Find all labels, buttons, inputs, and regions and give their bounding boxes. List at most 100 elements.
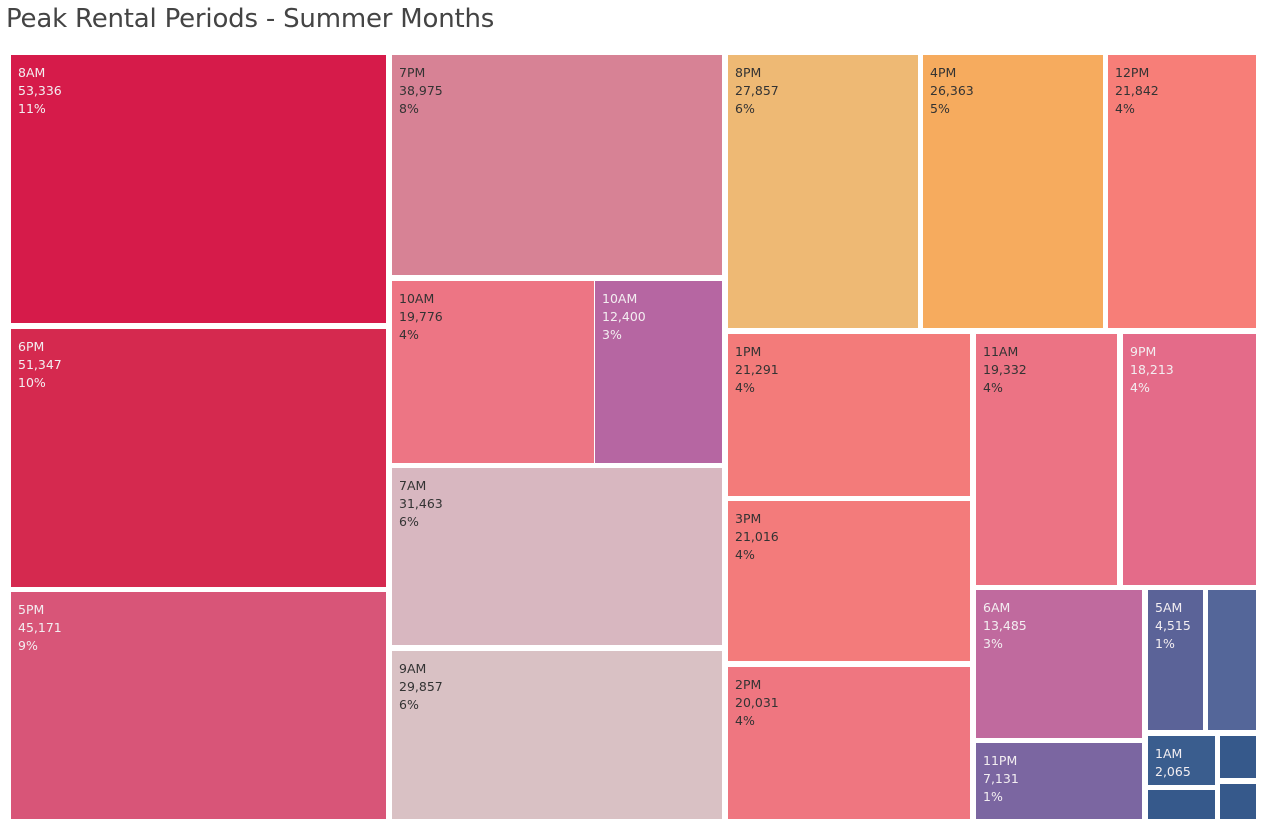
tile-percent-label: 6% [399,514,419,529]
tile-value-label: 51,347 [18,357,62,372]
treemap-tile-10am[interactable]: 10AM 19,776 4% [392,281,594,463]
tile-value-label: 19,776 [399,309,443,324]
tile-percent-label: 10% [18,375,46,390]
tile-hour-label: 11AM [983,344,1019,359]
tile-hour-label: 9PM [1130,344,1157,359]
tile-label-group: 7AM 31,463 6% [399,477,443,531]
tile-label-group: 11AM 19,332 4% [983,343,1027,397]
tile-value-label: 2,065 [1155,764,1191,779]
tile-value-label: 21,291 [735,362,779,377]
tile-hour-label: 1AM [1155,746,1183,761]
tile-percent-label: 4% [1130,380,1150,395]
tile-value-label: 31,463 [399,496,443,511]
treemap-tile-8pm[interactable]: 8PM 27,857 6% [728,55,918,328]
treemap-tile-2pm[interactable]: 2PM 20,031 4% [728,667,970,819]
tile-hour-label: 10AM [399,291,435,306]
tile-value-label: 53,336 [18,83,62,98]
tile-percent-label: 9% [18,638,38,653]
tile-value-label: 45,171 [18,620,62,635]
tile-percent-label: 4% [735,380,755,395]
tile-hour-label: 8AM [18,65,46,80]
tile-label-group: 2PM 20,031 4% [735,676,779,730]
tile-percent-label: 5% [930,101,950,116]
tile-percent-label: 6% [735,101,755,116]
tile-value-label: 7,131 [983,771,1019,786]
treemap-tile-7pm[interactable]: 7PM 38,975 8% [392,55,722,275]
treemap-tile[interactable] [1220,784,1256,819]
treemap-tile-3pm[interactable]: 3PM 21,016 4% [728,501,970,661]
treemap-tile-4pm[interactable]: 4PM 26,363 5% [923,55,1103,328]
treemap-tile-5pm[interactable]: 5PM 45,171 9% [11,592,386,819]
tile-value-label: 21,842 [1115,83,1159,98]
chart-title: Peak Rental Periods - Summer Months [6,4,495,34]
tile-value-label: 21,016 [735,529,779,544]
tile-hour-label: 12PM [1115,65,1150,80]
tile-label-group: 6PM 51,347 10% [18,338,62,392]
tile-label-group: 11PM 7,131 1% [983,752,1019,806]
tile-value-label: 4,515 [1155,618,1191,633]
tile-value-label: 18,213 [1130,362,1174,377]
tile-label-group: 5PM 45,171 9% [18,601,62,655]
tile-hour-label: 9AM [399,661,427,676]
tile-value-label: 26,363 [930,83,974,98]
tile-percent-label: 4% [735,713,755,728]
tile-percent-label: 4% [735,547,755,562]
tile-percent-label: 8% [399,101,419,116]
treemap-tile-6pm[interactable]: 6PM 51,347 10% [11,329,386,587]
treemap-tile-9am[interactable]: 9AM 29,857 6% [392,651,722,819]
tile-value-label: 12,400 [602,309,646,324]
tile-label-group: 1PM 21,291 4% [735,343,779,397]
treemap-tile-6am[interactable]: 6AM 13,485 3% [976,590,1142,738]
tile-percent-label: 3% [983,636,1003,651]
tile-hour-label: 6PM [18,339,45,354]
tile-hour-label: 7AM [399,478,427,493]
treemap-tile-1am[interactable]: 1AM 2,065 [1148,736,1215,785]
tile-hour-label: 2PM [735,677,762,692]
tile-hour-label: 5AM [1155,600,1183,615]
tile-percent-label: 4% [983,380,1003,395]
treemap-tile-10am[interactable]: 10AM 12,400 3% [595,281,722,463]
tile-value-label: 19,332 [983,362,1027,377]
tile-label-group: 9PM 18,213 4% [1130,343,1174,397]
tile-label-group: 4PM 26,363 5% [930,64,974,118]
tile-value-label: 38,975 [399,83,443,98]
treemap-tile-5am[interactable]: 5AM 4,515 1% [1148,590,1203,730]
treemap-tile-11pm[interactable]: 11PM 7,131 1% [976,743,1142,819]
tile-hour-label: 11PM [983,753,1018,768]
tile-hour-label: 8PM [735,65,762,80]
treemap-tile-11am[interactable]: 11AM 19,332 4% [976,334,1117,585]
tile-percent-label: 6% [399,697,419,712]
treemap-tile[interactable] [1220,736,1256,778]
tile-label-group: 3PM 21,016 4% [735,510,779,564]
treemap-tile-9pm[interactable]: 9PM 18,213 4% [1123,334,1256,585]
tile-label-group: 5AM 4,515 1% [1155,599,1191,653]
treemap-tile-1pm[interactable]: 1PM 21,291 4% [728,334,970,496]
tile-value-label: 27,857 [735,83,779,98]
treemap-tile-8am[interactable]: 8AM 53,336 11% [11,55,386,323]
tile-label-group: 10AM 12,400 3% [602,290,646,344]
tile-percent-label: 11% [18,101,46,116]
tile-value-label: 29,857 [399,679,443,694]
treemap-tile-7am[interactable]: 7AM 31,463 6% [392,468,722,645]
tile-percent-label: 4% [399,327,419,342]
tile-hour-label: 5PM [18,602,45,617]
tile-hour-label: 7PM [399,65,426,80]
tile-hour-label: 6AM [983,600,1011,615]
tile-hour-label: 4PM [930,65,957,80]
tile-label-group: 9AM 29,857 6% [399,660,443,714]
tile-label-group: 8AM 53,336 11% [18,64,62,118]
treemap-tile[interactable] [1208,590,1256,730]
treemap-tile[interactable] [1148,790,1215,819]
tile-hour-label: 10AM [602,291,638,306]
tile-label-group: 8PM 27,857 6% [735,64,779,118]
tile-percent-label: 4% [1115,101,1135,116]
tile-label-group: 1AM 2,065 [1155,745,1191,781]
tile-hour-label: 1PM [735,344,762,359]
treemap-tile-12pm[interactable]: 12PM 21,842 4% [1108,55,1256,328]
tile-percent-label: 1% [983,789,1003,804]
tile-value-label: 13,485 [983,618,1027,633]
tile-label-group: 6AM 13,485 3% [983,599,1027,653]
tile-value-label: 20,031 [735,695,779,710]
tile-hour-label: 3PM [735,511,762,526]
